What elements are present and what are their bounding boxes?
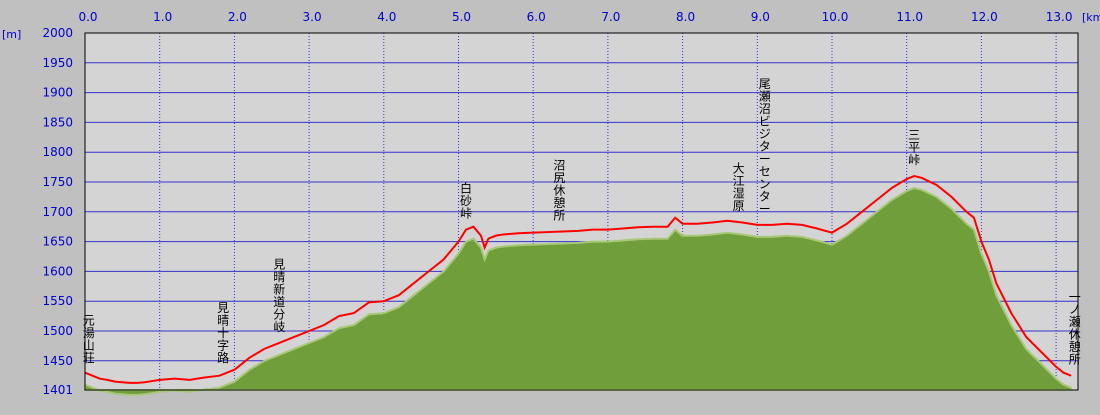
plot-frame (84, 32, 1079, 391)
y-tick-label: 1800 (42, 145, 73, 159)
y-tick-label: 1550 (42, 294, 73, 308)
y-unit-label: [m] (2, 28, 21, 41)
x-tick-label: 10.0 (822, 10, 849, 24)
route-line (84, 174, 1072, 384)
x-tick-label: 12.0 (971, 10, 998, 24)
x-tick-label: 7.0 (601, 10, 620, 24)
annotation-label: 見晴新道分岐 (273, 257, 285, 334)
y-tick-label: 1500 (42, 324, 73, 338)
x-tick-label: 6.0 (527, 10, 546, 24)
y-tick-label: 1401 (42, 383, 73, 397)
annotation-label: 沼尻休憩所 (553, 159, 565, 223)
annotation-label: 尾瀬沼ビジターセンター (759, 77, 771, 216)
y-tick-label: 2000 (42, 26, 73, 40)
x-tick-label: 11.0 (896, 10, 923, 24)
x-tick-label: 9.0 (751, 10, 770, 24)
x-tick-label: 4.0 (377, 10, 396, 24)
y-tick-label: 1700 (42, 205, 73, 219)
y-tick-label: 1950 (42, 56, 73, 70)
x-tick-label: 0.0 (78, 10, 97, 24)
x-tick-label: 2.0 (228, 10, 247, 24)
annotation-label: 三平峠 (908, 128, 920, 167)
terrain-area (84, 186, 1073, 396)
x-unit-label: [km] (1082, 11, 1100, 24)
y-tick-label: 1450 (42, 354, 73, 368)
x-tick-label: 13.0 (1046, 10, 1073, 24)
y-tick-label: 1650 (42, 235, 73, 249)
y-tick-label: 1600 (42, 264, 73, 278)
x-tick-label: 3.0 (303, 10, 322, 24)
annotation-label: 白砂峠 (460, 181, 472, 221)
annotation-label: 一ノ瀬休憩所 (1069, 290, 1081, 367)
x-tick-label: 8.0 (676, 10, 695, 24)
y-tick-label: 1850 (42, 115, 73, 129)
x-tick-label: 1.0 (153, 10, 172, 24)
x-tick-label: 5.0 (452, 10, 471, 24)
annotation-label: 大江湿原 (733, 162, 745, 214)
annotation-label: 元湯山荘 (83, 314, 95, 366)
y-tick-label: 1750 (42, 175, 73, 189)
annotation-label: 見晴十字路 (217, 301, 229, 365)
y-tick-label: 1900 (42, 86, 73, 100)
